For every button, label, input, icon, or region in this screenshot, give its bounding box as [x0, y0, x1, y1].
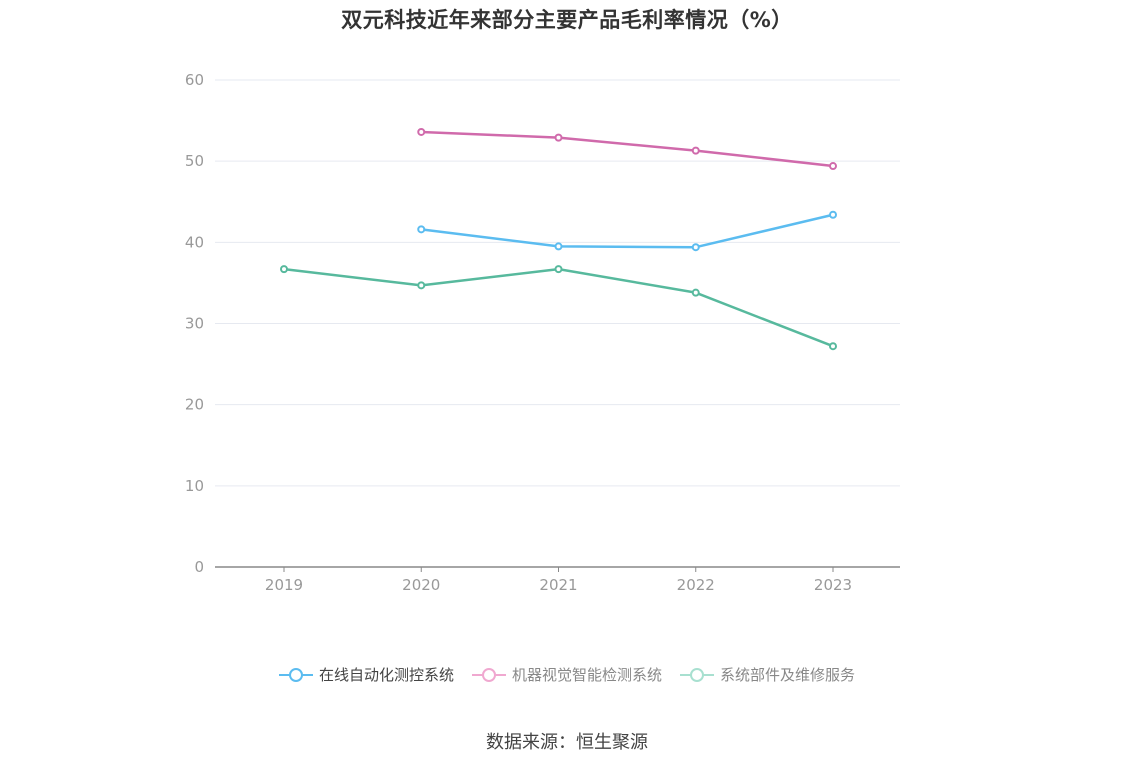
legend: 在线自动化测控系统 机器视觉智能检测系统 系统部件及维修服务	[0, 664, 1134, 685]
legend-marker-icon	[471, 667, 506, 683]
series-layer	[280, 127, 837, 351]
legend-item[interactable]: 在线自动化测控系统	[278, 664, 454, 685]
data-point[interactable]	[829, 162, 837, 171]
data-point[interactable]	[554, 265, 563, 274]
series-2	[280, 265, 837, 351]
y-tick-label: 50	[185, 152, 204, 170]
grid-lines	[215, 79, 900, 487]
data-point[interactable]	[554, 242, 563, 251]
data-point[interactable]	[829, 210, 837, 219]
data-point[interactable]	[691, 146, 700, 155]
y-tick-label: 10	[185, 477, 204, 495]
legend-label: 在线自动化测控系统	[318, 666, 454, 684]
data-source: 数据来源：恒生聚源	[486, 732, 648, 753]
x-tick-label: 2020	[402, 576, 440, 594]
legend-label: 机器视觉智能检测系统	[511, 666, 662, 684]
legend-marker-icon	[278, 667, 313, 683]
chart-title: 双元科技近年来部分主要产品毛利率情况（%）	[341, 8, 793, 32]
y-tick-label: 0	[194, 558, 204, 576]
y-tick-label: 30	[185, 315, 204, 333]
data-point[interactable]	[417, 225, 426, 234]
x-tick-label: 2019	[265, 576, 303, 594]
legend-label: 系统部件及维修服务	[720, 666, 856, 684]
data-point[interactable]	[691, 243, 700, 252]
y-axis-ticks: 0 10 20 30 40 50 60	[185, 71, 204, 576]
data-point[interactable]	[554, 133, 563, 142]
legend-item[interactable]: 系统部件及维修服务	[680, 664, 855, 685]
data-point[interactable]	[280, 265, 288, 274]
data-point[interactable]	[691, 288, 700, 297]
series-line	[421, 213, 834, 249]
data-point[interactable]	[829, 342, 837, 351]
x-tick-label: 2023	[814, 576, 852, 594]
y-tick-label: 40	[185, 233, 204, 251]
x-axis-ticks: 2019 2020 2021 2022 2023	[265, 567, 852, 594]
legend-marker-icon	[680, 667, 714, 683]
data-point[interactable]	[417, 281, 426, 290]
series-1	[417, 127, 837, 171]
data-point[interactable]	[417, 127, 426, 136]
x-tick-label: 2022	[677, 576, 715, 594]
legend-item[interactable]: 机器视觉智能检测系统	[471, 664, 662, 685]
series-line	[421, 130, 834, 168]
x-tick-label: 2021	[539, 576, 577, 594]
series-line	[283, 267, 834, 348]
y-tick-label: 60	[185, 71, 204, 89]
y-tick-label: 20	[185, 396, 204, 414]
series-0	[417, 210, 837, 252]
